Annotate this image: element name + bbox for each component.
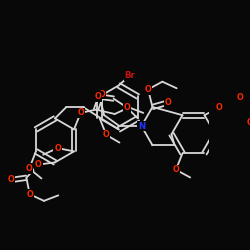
Text: O: O	[54, 144, 61, 152]
Text: O: O	[124, 103, 130, 112]
Text: O: O	[8, 176, 14, 184]
Text: O: O	[145, 85, 152, 94]
Text: O: O	[26, 190, 33, 199]
Text: O: O	[236, 93, 243, 102]
Text: O: O	[246, 118, 250, 128]
Text: O: O	[26, 164, 33, 173]
Text: O: O	[77, 108, 84, 118]
Text: O: O	[164, 98, 171, 107]
Text: O: O	[35, 160, 42, 169]
Text: Br: Br	[124, 71, 135, 80]
Text: O: O	[216, 103, 222, 112]
Text: O: O	[95, 92, 102, 101]
Text: O: O	[103, 130, 110, 140]
Text: O: O	[172, 165, 179, 174]
Text: N: N	[138, 122, 145, 130]
Text: O: O	[98, 90, 105, 99]
